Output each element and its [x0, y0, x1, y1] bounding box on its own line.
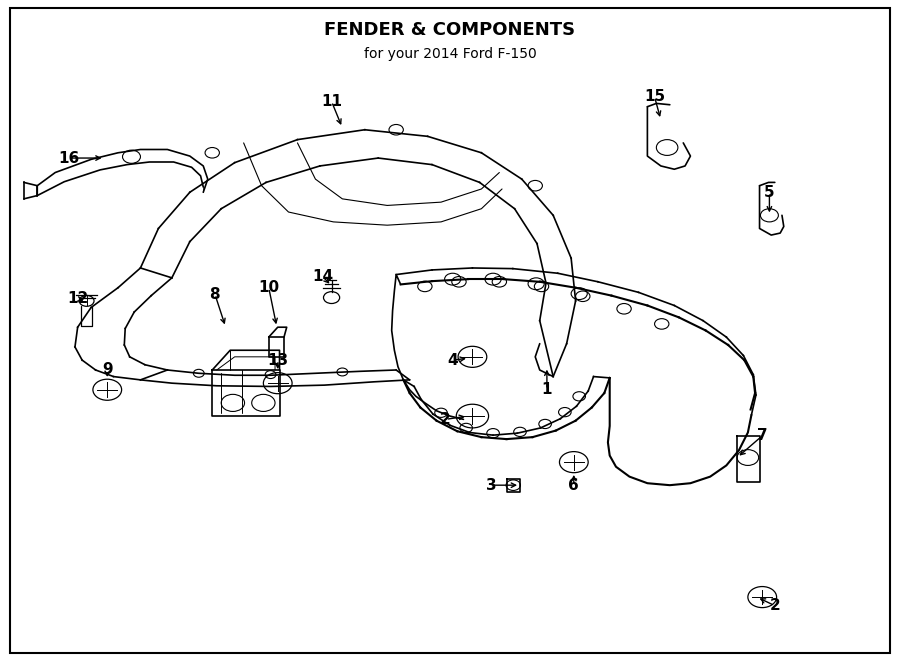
- Text: 12: 12: [67, 292, 88, 307]
- Text: 9: 9: [102, 362, 112, 377]
- Text: 2: 2: [770, 598, 780, 613]
- Circle shape: [221, 395, 245, 411]
- Text: 8: 8: [210, 287, 220, 302]
- Text: 16: 16: [58, 151, 79, 165]
- Text: for your 2014 Ford F-150: for your 2014 Ford F-150: [364, 48, 536, 61]
- Text: 6: 6: [569, 478, 580, 492]
- Text: FENDER & COMPONENTS: FENDER & COMPONENTS: [324, 21, 576, 39]
- Text: 14: 14: [312, 269, 333, 284]
- Text: 11: 11: [321, 94, 342, 109]
- Text: 13: 13: [267, 352, 288, 368]
- Text: 15: 15: [644, 89, 665, 104]
- Text: 1: 1: [542, 382, 552, 397]
- Text: 4: 4: [447, 352, 458, 368]
- Text: 5: 5: [764, 185, 775, 200]
- Text: 10: 10: [258, 280, 279, 295]
- Text: 7: 7: [757, 428, 768, 444]
- Text: 2: 2: [440, 412, 451, 427]
- Text: 3: 3: [486, 478, 497, 492]
